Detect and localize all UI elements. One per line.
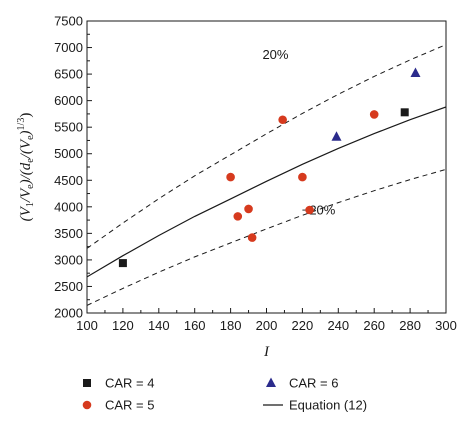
data-point-circle (278, 115, 287, 125)
data-point-circle (233, 212, 243, 221)
data-point-triangle (331, 131, 342, 141)
legend-label: Equation (12) (289, 398, 367, 413)
y-tick-label: 4000 (54, 199, 83, 214)
x-tick-label: 220 (292, 318, 314, 333)
x-tick-label: 260 (363, 318, 385, 333)
y-tick-label: 7500 (54, 14, 83, 29)
y-tick-label: 3500 (54, 226, 83, 241)
y-tick-label: 5500 (54, 120, 83, 135)
y-tick-label: 3000 (54, 252, 83, 267)
y-tick-label: 6500 (54, 67, 83, 82)
legend-label: CAR = 4 (105, 376, 155, 391)
plot-frame (86, 20, 447, 314)
legend-key-circle (82, 400, 92, 410)
x-tick-label: 180 (220, 318, 242, 333)
legend-key-triangle (266, 377, 276, 387)
y-axis-label-part: e (25, 184, 36, 189)
x-tick-label: 160 (184, 318, 206, 333)
legend-label: CAR = 5 (105, 398, 155, 413)
y-axis-label-part: 1/3 (16, 118, 27, 131)
y-tick-label: 6000 (54, 93, 83, 108)
y-axis-label-part: ) (18, 113, 34, 118)
y-tick-label: 7000 (54, 40, 83, 55)
legend-key-square (83, 379, 91, 387)
x-axis-label: I (263, 344, 270, 360)
x-tick-label: 280 (399, 318, 421, 333)
data-point-triangle (410, 67, 421, 78)
y-tick-label: 2500 (54, 279, 83, 294)
model-curve (87, 106, 446, 278)
data-point-circle (244, 204, 253, 214)
y-axis-label-part: /V (18, 187, 34, 203)
data-point-circle (305, 205, 314, 215)
y-axis-label-part: 1 (25, 202, 36, 207)
data-point-circle (369, 110, 379, 119)
y-tick-label: 5000 (54, 146, 83, 161)
y-tick-label: 2000 (54, 306, 83, 321)
legend-label: CAR = 6 (289, 376, 339, 391)
x-tick-label: 240 (327, 318, 349, 333)
data-point-square (400, 108, 409, 117)
y-axis-label-part: )/(d (18, 162, 34, 185)
y-axis-label-part: e (25, 158, 36, 163)
y-axis-label-part: ) (18, 130, 34, 136)
data-point-circle (226, 172, 235, 182)
y-axis-label-part: e (25, 135, 36, 140)
y-axis-label-part: /(V (18, 138, 34, 159)
x-tick-label: 140 (148, 318, 170, 333)
x-tick-label: 200 (256, 318, 278, 333)
x-tick-label: 300 (435, 318, 457, 333)
y-tick-label: 4500 (54, 173, 83, 188)
band-line-upper (87, 44, 446, 249)
data-point-square (118, 259, 127, 268)
x-tick-label: 120 (112, 318, 134, 333)
y-axis-label: (V1/Ve)/(de/(Ve)1/3) (16, 113, 36, 222)
y-axis-label-part: (V (18, 205, 34, 221)
band-line-lower (87, 168, 446, 306)
data-point-circle (298, 172, 307, 182)
band-label: 20% (262, 47, 288, 62)
x-tick-label: 100 (76, 318, 98, 333)
data-point-circle (247, 233, 257, 242)
